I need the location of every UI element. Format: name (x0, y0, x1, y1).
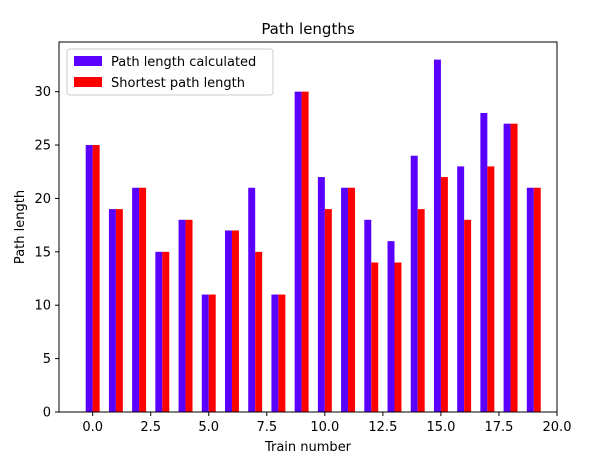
bar-shortest-path-length-1 (115, 209, 123, 412)
x-axis-ticks: 0.0 2.5 5.0 7.5 10.0 12.5 15.0 17.5 20.0 (82, 412, 571, 435)
bar-shortest-path-length-16 (464, 219, 472, 412)
x-tick-label: 20.0 (543, 420, 572, 435)
bar-shortest-path-length-11 (348, 187, 356, 412)
bar-path-length-calculated-17 (480, 113, 488, 412)
bar-shortest-path-length-19 (533, 187, 541, 412)
x-tick-label: 0.0 (82, 420, 103, 435)
bar-shortest-path-length-2 (139, 187, 147, 412)
bar-shortest-path-length-18 (510, 123, 518, 412)
plot-frame (58, 41, 558, 413)
bar-path-length-calculated-6 (225, 230, 232, 412)
y-tick-label: 0 (43, 406, 51, 421)
x-axis-label: Train number (264, 440, 352, 455)
y-tick-label: 25 (34, 139, 51, 154)
bar-path-length-calculated-5 (201, 294, 209, 412)
bar-path-length-calculated-2 (132, 187, 140, 412)
x-tick-label: 10.0 (310, 420, 339, 435)
bar-shortest-path-length-5 (208, 294, 216, 412)
bar-shortest-path-length-8 (278, 294, 286, 412)
bar-path-length-calculated-10 (317, 177, 325, 412)
bar-shortest-path-length-4 (185, 219, 193, 412)
x-tick-label: 7.5 (256, 420, 277, 435)
bar-shortest-path-length-3 (162, 251, 170, 412)
x-tick-label: 17.5 (484, 420, 513, 435)
bar-path-length-calculated-0 (85, 145, 93, 413)
bar-shortest-path-length-15 (440, 177, 448, 412)
y-axis-label: Path length (13, 190, 28, 264)
bar-path-length-calculated-12 (364, 219, 372, 412)
bar-path-length-calculated-14 (410, 155, 418, 412)
bar-shortest-path-length-7 (255, 251, 263, 412)
bar-path-length-calculated-13 (387, 241, 395, 412)
legend-label-path-length-calculated: Path length calculated (111, 55, 256, 70)
bar-path-length-calculated-15 (433, 59, 441, 413)
bar-path-length-calculated-9 (294, 91, 302, 413)
legend-swatch-shortest-path-length (74, 77, 102, 87)
bar-shortest-path-length-14 (417, 209, 425, 412)
chart-title: Path lengths (261, 20, 355, 38)
y-axis-ticks: 0 5 10 15 20 25 30 (34, 85, 59, 421)
bar-path-length-calculated-8 (271, 294, 279, 412)
bar-path-length-calculated-19 (526, 187, 534, 412)
bar-shortest-path-length-13 (394, 262, 402, 412)
bar-shortest-path-length-17 (487, 166, 495, 412)
bar-path-length-calculated-7 (248, 187, 256, 412)
y-tick-label: 5 (43, 352, 51, 367)
bar-path-length-calculated-18 (503, 123, 511, 412)
y-tick-label: 15 (34, 245, 51, 260)
x-tick-label: 15.0 (426, 420, 455, 435)
bar-shortest-path-length-9 (301, 91, 309, 413)
legend-box (66, 48, 274, 96)
y-tick-label: 20 (34, 192, 51, 207)
legend-swatch-path-length-calculated (74, 56, 102, 66)
y-tick-label: 30 (34, 85, 51, 100)
bar-path-length-calculated-16 (457, 166, 465, 412)
x-tick-label: 5.0 (198, 420, 219, 435)
bar-shortest-path-length-0 (92, 145, 100, 413)
x-tick-label: 2.5 (140, 420, 161, 435)
bar-shortest-path-length-12 (371, 262, 379, 412)
x-tick-label: 12.5 (368, 420, 397, 435)
bar-path-length-calculated-1 (108, 209, 116, 412)
bar-path-length-calculated-4 (178, 219, 186, 412)
bar-path-length-calculated-11 (341, 187, 349, 412)
y-tick-label: 10 (34, 299, 51, 314)
bar-shortest-path-length-6 (231, 230, 239, 412)
legend: Path length calculated Shortest path len… (66, 48, 274, 96)
bar-shortest-path-length-10 (324, 209, 332, 412)
legend-label-shortest-path-length: Shortest path length (111, 76, 245, 91)
bar-path-length-calculated-3 (155, 251, 163, 412)
bars-layer (85, 59, 541, 413)
